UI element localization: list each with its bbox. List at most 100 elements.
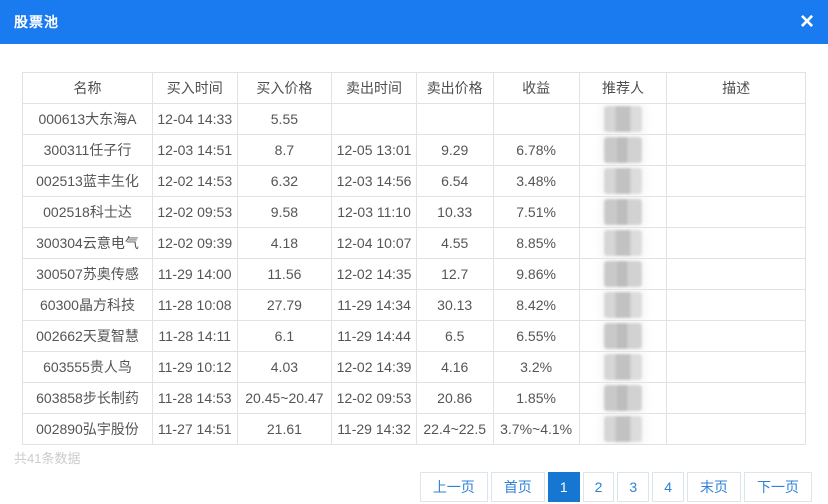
dialog-title: 股票池 [14, 14, 59, 30]
table-row: 002513蓝丰生化 12-02 14:53 6.32 12-03 14:56 6.54… [22, 165, 806, 197]
cell-description [666, 289, 806, 321]
cell-buy-price: 20.45~20.47 [236, 382, 333, 414]
cell-sell-time: 12-05 13:01 [331, 134, 417, 166]
cell-recommender [578, 289, 668, 321]
cell-recommender [578, 196, 668, 228]
page-button-last[interactable]: 末页 [687, 472, 741, 502]
redacted-recommender [604, 292, 643, 318]
page-button-first[interactable]: 首页 [490, 472, 545, 502]
redacted-recommender [604, 230, 643, 256]
cell-sell-price: 30.13 [415, 289, 494, 321]
cell-buy-time: 12-03 14:51 [151, 134, 238, 166]
redacted-recommender [604, 106, 643, 132]
cell-recommender [578, 258, 668, 290]
cell-buy-time: 11-27 14:51 [151, 413, 238, 445]
cell-recommender [578, 382, 668, 414]
cell-name: 300304云意电气 [22, 227, 153, 259]
cell-sell-time: 11-29 14:34 [331, 289, 417, 321]
cell-recommender [578, 413, 668, 445]
cell-buy-price: 11.56 [236, 258, 333, 290]
redacted-recommender [604, 385, 643, 411]
cell-sell-time: 12-03 14:56 [331, 165, 417, 197]
column-header: 卖出时间 [331, 72, 417, 104]
cell-buy-price: 9.58 [236, 196, 333, 228]
table-row: 60300晶方科技 11-28 10:08 27.79 11-29 14:34 30.1… [22, 289, 806, 321]
cell-sell-price: 20.86 [415, 382, 494, 414]
cell-name: 300311任子行 [22, 134, 153, 166]
cell-sell-price: 4.16 [415, 351, 494, 383]
cell-recommender [578, 227, 668, 259]
cell-recommender [578, 320, 668, 352]
cell-sell-time: 12-02 14:39 [331, 351, 417, 383]
cell-buy-price: 8.7 [236, 134, 333, 166]
column-header: 卖出价格 [415, 72, 494, 104]
cell-sell-time: 12-04 10:07 [331, 227, 417, 259]
cell-profit: 8.42% [492, 289, 580, 321]
cell-buy-time: 12-02 14:53 [151, 165, 238, 197]
cell-name: 603555贵人鸟 [22, 351, 153, 383]
cell-sell-price: 22.4~22.5 [415, 413, 494, 445]
redacted-recommender [604, 416, 643, 442]
cell-sell-price: 10.33 [415, 196, 494, 228]
table-row: 300304云意电气 12-02 09:39 4.18 12-04 10:07 4.55… [22, 227, 806, 259]
table-row: 603858步长制药 11-28 14:53 20.45~20.47 12-02 09… [22, 382, 806, 414]
cell-buy-time: 11-29 14:00 [151, 258, 238, 290]
close-icon[interactable]: × [800, 8, 815, 35]
cell-name: 000613大东海A [22, 103, 153, 135]
cell-recommender [578, 351, 668, 383]
page-button-2[interactable]: 2 [582, 472, 615, 502]
cell-name: 002513蓝丰生化 [22, 165, 153, 197]
table-row: 002662天夏智慧 11-28 14:11 6.1 11-29 14:44 6.5 6.… [22, 320, 806, 352]
page-button-1[interactable]: 1 [547, 472, 580, 502]
table-row: 002890弘宇股份 11-27 14:51 21.61 11-29 14:32 22.… [22, 413, 806, 445]
table-row: 300311任子行 12-03 14:51 8.7 12-05 13:01 9.29 6.… [22, 134, 806, 166]
table-row: 603555贵人鸟 11-29 10:12 4.03 12-02 14:39 4.16 3… [22, 351, 806, 383]
page-button-next[interactable]: 下一页 [744, 472, 812, 502]
column-header: 推荐人 [578, 72, 668, 104]
redacted-recommender [604, 137, 643, 163]
cell-buy-time: 12-04 14:33 [151, 103, 238, 135]
cell-sell-time: 12-02 14:35 [331, 258, 417, 290]
dialog-titlebar: 股票池 × [0, 0, 828, 44]
table-header-row: 名称 买入时间 买入价格 卖出时间 卖出价格 收益 推荐人 描述 [22, 72, 806, 104]
cell-description [666, 258, 806, 290]
page-button-4[interactable]: 4 [652, 472, 684, 502]
cell-sell-time: 12-03 11:10 [331, 196, 417, 228]
cell-name: 603858步长制药 [22, 382, 153, 414]
cell-buy-price: 4.18 [236, 227, 333, 259]
redacted-recommender [604, 199, 643, 225]
cell-name: 60300晶方科技 [22, 289, 153, 321]
cell-buy-time: 12-02 09:39 [151, 227, 238, 259]
page-button-prev[interactable]: 上一页 [419, 472, 488, 502]
column-header: 描述 [666, 72, 806, 104]
cell-description [666, 351, 806, 383]
cell-buy-price: 6.32 [236, 165, 333, 197]
column-header: 买入时间 [151, 72, 238, 104]
cell-description [666, 134, 806, 166]
cell-buy-time: 11-28 14:11 [151, 320, 238, 352]
column-header: 买入价格 [236, 72, 333, 104]
cell-description [666, 103, 806, 135]
cell-sell-price: 12.7 [415, 258, 494, 290]
cell-sell-time: 11-29 14:44 [331, 320, 417, 352]
total-count-label: 共41条数据 [14, 451, 81, 466]
cell-profit: 6.55% [492, 320, 580, 352]
cell-sell-time: 12-02 09:53 [331, 382, 417, 414]
cell-profit: 3.7%~4.1% [492, 413, 580, 445]
page-button-3[interactable]: 3 [617, 472, 650, 502]
cell-buy-price: 27.79 [236, 289, 333, 321]
redacted-recommender [604, 323, 643, 349]
table-row: 300507苏奥传感 11-29 14:00 11.56 12-02 14:35 12.… [22, 258, 806, 290]
cell-recommender [578, 165, 668, 197]
cell-description [666, 382, 806, 414]
cell-name: 002662天夏智慧 [22, 320, 153, 352]
cell-profit: 9.86% [492, 258, 580, 290]
cell-buy-price: 5.55 [236, 103, 333, 135]
stock-pool-table: 名称 买入时间 买入价格 卖出时间 卖出价格 收益 推荐人 描述 000613大东海A 12-0… [22, 72, 806, 445]
cell-name: 002890弘宇股份 [22, 413, 153, 445]
cell-recommender [578, 134, 668, 166]
cell-recommender [578, 103, 668, 135]
cell-profit: 7.51% [492, 196, 580, 228]
cell-profit: 1.85% [492, 382, 580, 414]
cell-profit: 3.2% [492, 351, 580, 383]
